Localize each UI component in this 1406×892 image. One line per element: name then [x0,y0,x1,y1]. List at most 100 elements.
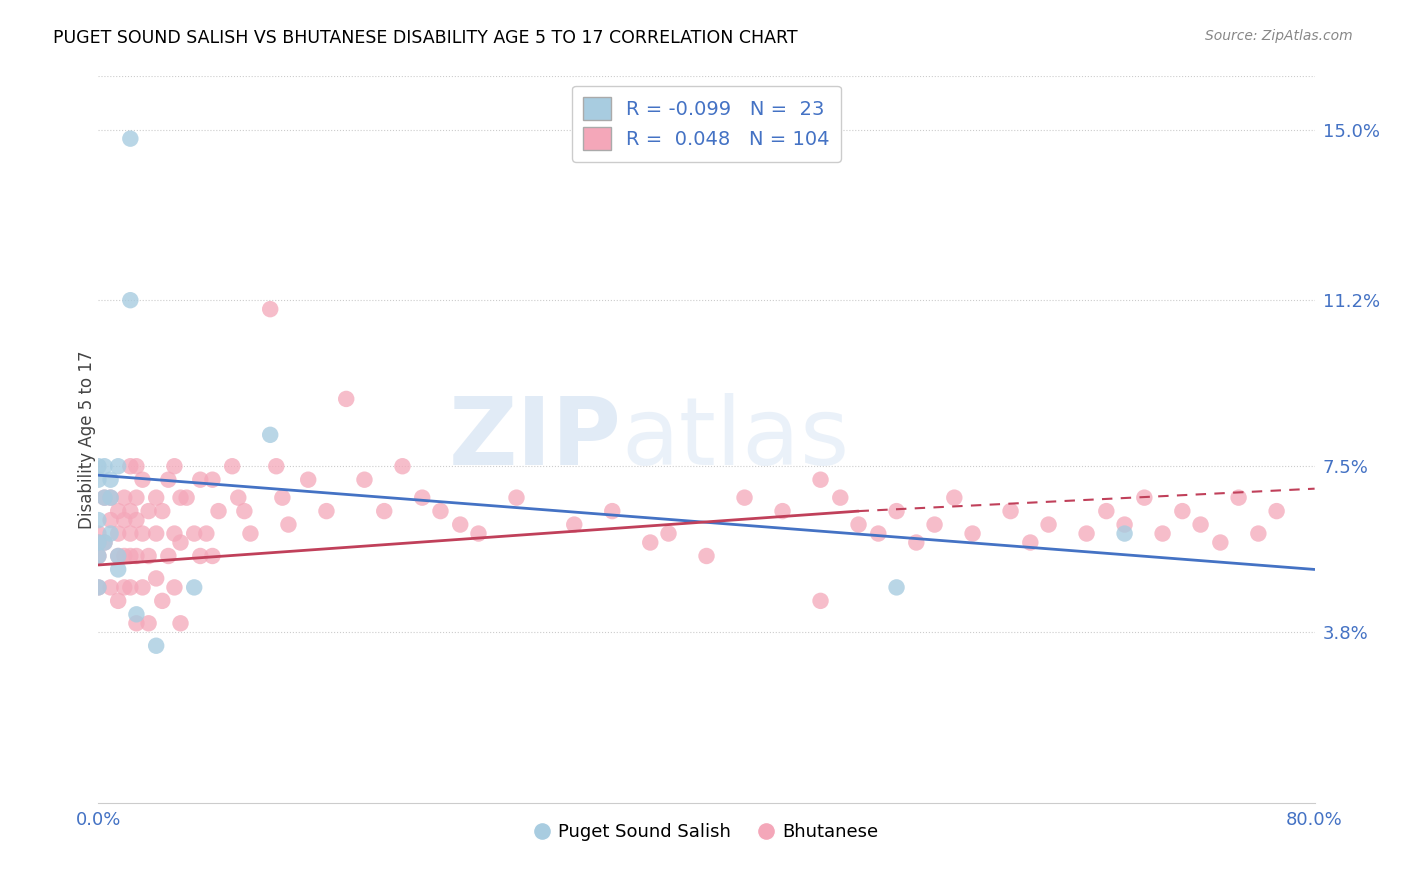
Point [868,526,890,541]
Point [112,491,135,505]
Point [176,491,198,505]
Point [1171,504,1194,518]
Point [169,616,191,631]
Point [226,491,249,505]
Point [150,594,173,608]
Point [112,513,135,527]
Point [125,513,148,527]
Point [1227,491,1250,505]
Point [120,131,142,145]
Point [772,504,794,518]
Point [207,504,229,518]
Point [112,581,135,595]
Point [259,427,281,442]
Point [221,459,243,474]
Point [169,491,191,505]
Point [100,513,122,527]
Point [1000,504,1022,518]
Point [943,491,966,505]
Point [886,504,908,518]
Point [163,526,186,541]
Point [505,491,527,505]
Point [120,526,142,541]
Point [157,549,180,563]
Point [93,491,115,505]
Point [93,535,115,549]
Point [107,549,129,563]
Point [1209,535,1232,549]
Point [120,549,142,563]
Point [131,473,153,487]
Point [1114,526,1136,541]
Point [183,581,205,595]
Text: Source: ZipAtlas.com: Source: ZipAtlas.com [1205,29,1353,43]
Point [93,535,115,549]
Point [734,491,756,505]
Point [87,535,110,549]
Point [638,535,661,549]
Point [271,491,294,505]
Point [810,594,832,608]
Point [125,616,148,631]
Point [87,581,110,595]
Point [1076,526,1098,541]
Point [429,504,451,518]
Point [107,459,129,474]
Point [1114,517,1136,532]
Text: atlas: atlas [621,393,849,485]
Point [924,517,946,532]
Point [169,535,191,549]
Point [1265,504,1288,518]
Point [87,581,110,595]
Point [1095,504,1118,518]
Point [163,581,186,595]
Point [120,581,142,595]
Point [1019,535,1042,549]
Point [962,526,984,541]
Point [562,517,585,532]
Point [145,491,167,505]
Point [145,639,167,653]
Point [353,473,375,487]
Point [373,504,395,518]
Point [696,549,718,563]
Point [107,526,129,541]
Point [87,459,110,474]
Point [905,535,928,549]
Legend: Puget Sound Salish, Bhutanese: Puget Sound Salish, Bhutanese [527,816,886,848]
Point [138,549,160,563]
Point [157,473,180,487]
Point [100,491,122,505]
Point [259,302,281,317]
Point [233,504,256,518]
Point [600,504,623,518]
Point [1189,517,1212,532]
Point [87,535,110,549]
Point [411,491,433,505]
Point [138,616,160,631]
Point [120,459,142,474]
Point [87,513,110,527]
Point [87,549,110,563]
Point [107,504,129,518]
Point [335,392,357,406]
Point [315,504,337,518]
Point [657,526,679,541]
Point [810,473,832,487]
Point [266,459,288,474]
Point [87,473,110,487]
Point [125,491,148,505]
Point [107,549,129,563]
Point [1038,517,1060,532]
Point [1247,526,1270,541]
Point [125,459,148,474]
Point [100,581,122,595]
Point [145,571,167,585]
Point [93,491,115,505]
Point [112,549,135,563]
Point [188,549,211,563]
Point [467,526,489,541]
Point [100,491,122,505]
Point [201,473,224,487]
Text: PUGET SOUND SALISH VS BHUTANESE DISABILITY AGE 5 TO 17 CORRELATION CHART: PUGET SOUND SALISH VS BHUTANESE DISABILI… [53,29,799,46]
